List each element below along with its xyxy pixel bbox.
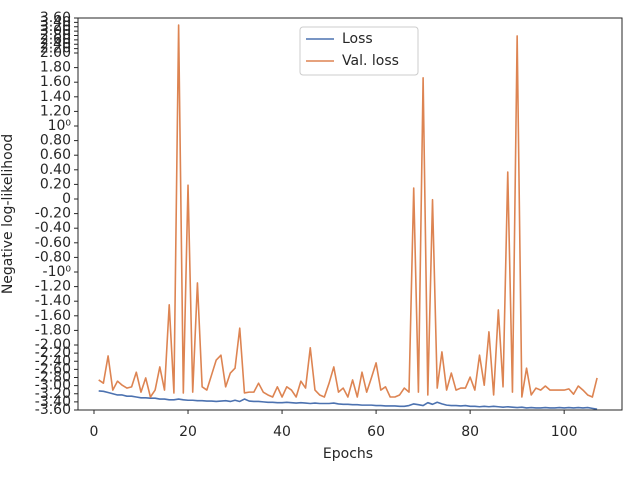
y-tick-label: 0.40	[40, 162, 71, 178]
legend-label: Loss	[342, 31, 373, 47]
y-tick-label: 1.40	[40, 89, 71, 105]
y-tick-label: -10⁰	[43, 264, 72, 280]
y-tick-label: -0.80	[35, 249, 71, 265]
y-tick-label: 0	[62, 191, 71, 207]
y-tick-label: -2.20	[35, 345, 71, 361]
x-tick-label: 60	[367, 424, 385, 440]
y-tick-label: -2.00	[35, 337, 71, 353]
y-tick-label: 2.60	[40, 32, 71, 48]
y-tick-label: 3.40	[40, 14, 71, 30]
y-tick-label: 3.60	[40, 10, 71, 26]
x-tick-label: 20	[179, 424, 197, 440]
y-tick-label: -3.00	[35, 378, 71, 394]
y-tick-label: -2.60	[35, 361, 71, 377]
y-tick-label: -0.40	[35, 220, 71, 236]
y-tick-label: -3.60	[35, 402, 71, 418]
y-tick-label: -0.60	[35, 235, 71, 251]
y-tick-label: 10⁰	[48, 118, 72, 134]
x-tick-label: 40	[273, 424, 291, 440]
y-tick-label: 3.00	[40, 23, 71, 39]
y-tick-label: 0.60	[40, 147, 71, 163]
x-tick-label: 100	[551, 424, 578, 440]
y-tick-label: 2.80	[40, 28, 71, 44]
y-tick-label: -1.20	[35, 279, 71, 295]
y-tick-label: 2.00	[40, 45, 71, 61]
x-tick-label: 80	[461, 424, 479, 440]
y-tick-label: 1.60	[40, 74, 71, 90]
y-tick-label: -3.20	[35, 386, 71, 402]
y-tick-label: 1.80	[40, 60, 71, 76]
y-tick-label: 2.40	[40, 36, 71, 52]
y-tick-label: 0.80	[40, 133, 71, 149]
y-tick-label: -3.40	[35, 394, 71, 410]
y-tick-label: -1.40	[35, 293, 71, 309]
y-tick-label: -0.20	[35, 206, 71, 222]
plot-frame	[77, 17, 623, 411]
x-axis-label: Epochs	[323, 446, 373, 462]
y-tick-label: -1.60	[35, 308, 71, 324]
y-tick-label: 3.20	[40, 19, 71, 35]
y-tick-label: 1.20	[40, 103, 71, 119]
legend: Loss Val. loss	[299, 26, 419, 76]
y-tick-label: 0.20	[40, 176, 71, 192]
y-tick-label: 2.20	[40, 41, 71, 57]
x-tick-label: 0	[90, 424, 99, 440]
y-axis-label: Negative log-likelihood	[0, 134, 16, 294]
y-tick-label: -1.80	[35, 322, 71, 338]
series-line	[98, 390, 598, 410]
series-line	[98, 24, 598, 398]
y-tick-label: -2.40	[35, 353, 71, 369]
y-tick-label: -2.80	[35, 370, 71, 386]
legend-label: Val. loss	[342, 53, 399, 69]
